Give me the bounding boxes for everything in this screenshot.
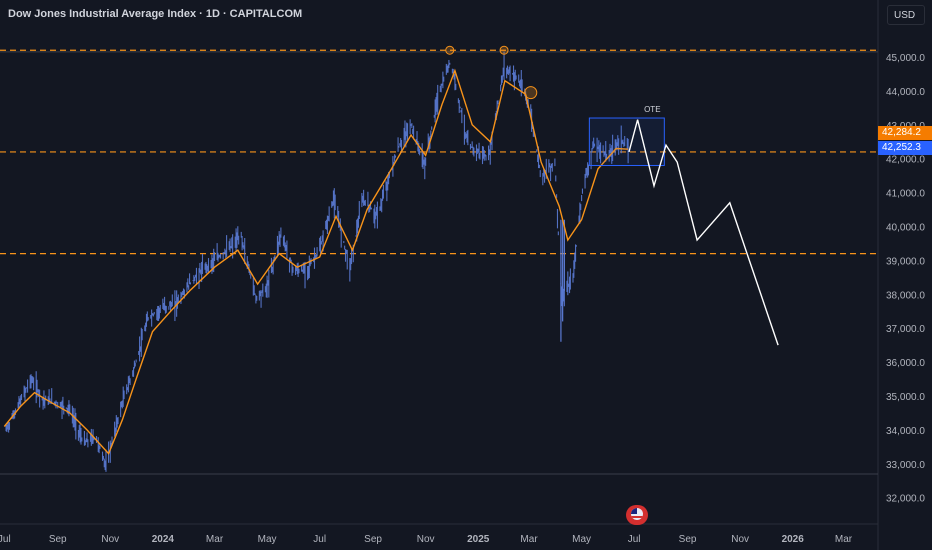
x-tick-label: 2025 (467, 534, 490, 545)
y-tick-label: 32,000.0 (886, 494, 925, 505)
last-price-tag: 42,284.2 (878, 126, 932, 140)
highlight-circle (445, 45, 455, 55)
y-tick-label: 36,000.0 (886, 358, 925, 369)
y-tick-label: 45,000.0 (886, 53, 925, 64)
ote-label: OTE (644, 105, 660, 114)
x-tick-label: Jul (313, 534, 326, 545)
y-tick-label: 44,000.0 (886, 87, 925, 98)
chart-title: Dow Jones Industrial Average Index · 1D … (8, 8, 303, 20)
x-tick-label: Jul (0, 534, 11, 545)
y-tick-label: 39,000.0 (886, 256, 925, 267)
x-tick-label: Sep (679, 534, 697, 545)
x-tick-label: May (572, 534, 591, 545)
y-tick-label: 40,000.0 (886, 223, 925, 234)
currency-selector[interactable]: USD (887, 5, 925, 25)
x-tick-label: May (258, 534, 277, 545)
highlight-circle (524, 86, 538, 100)
projection-line (628, 119, 779, 346)
y-tick-label: 37,000.0 (886, 324, 925, 335)
ote-box (588, 117, 665, 166)
highlight-circle (499, 45, 509, 55)
y-tick-label: 33,000.0 (886, 460, 925, 471)
x-tick-label: Sep (364, 534, 382, 545)
x-tick-label: Nov (101, 534, 119, 545)
us-flag-icon[interactable] (626, 505, 648, 525)
y-tick-label: 41,000.0 (886, 189, 925, 200)
x-tick-label: Nov (731, 534, 749, 545)
x-tick-label: 2026 (782, 534, 805, 545)
y-tick-label: 34,000.0 (886, 426, 925, 437)
y-tick-label: 42,000.0 (886, 155, 925, 166)
secondary-price-tag: 42,252.3 (878, 141, 932, 155)
moving-average-line (3, 68, 629, 455)
x-tick-label: Mar (206, 534, 224, 545)
candles-group (5, 51, 629, 472)
x-tick-label: Nov (417, 534, 435, 545)
y-tick-label: 35,000.0 (886, 392, 925, 403)
x-tick-label: Sep (49, 534, 67, 545)
x-tick-label: Mar (520, 534, 538, 545)
x-tick-label: 2024 (152, 534, 175, 545)
x-tick-label: Mar (835, 534, 853, 545)
x-tick-label: Jul (628, 534, 641, 545)
y-tick-label: 38,000.0 (886, 290, 925, 301)
